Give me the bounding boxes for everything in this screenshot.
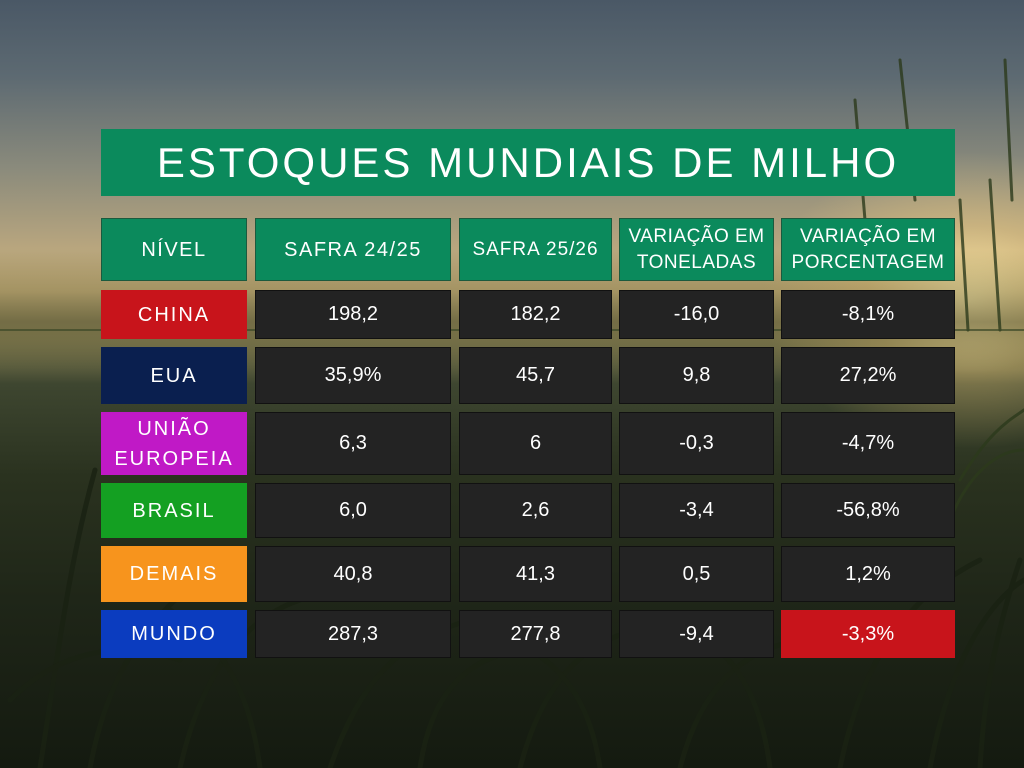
table-cell-safra-24-25: 40,8 (255, 546, 451, 602)
row-level-label-line: EUROPEIA (114, 447, 234, 470)
table-cell-var-ton: -0,3 (619, 412, 774, 475)
table-cell-var-ton: -3,4 (619, 483, 774, 538)
table-cell-var-ton: 0,5 (619, 546, 774, 602)
table-cell-var-pct: -8,1% (781, 290, 955, 339)
table-cell-var-pct: -56,8% (781, 483, 955, 538)
row-level-label: DEMAIS (101, 546, 247, 602)
table-cell-safra-24-25: 6,0 (255, 483, 451, 538)
column-header-line: TONELADAS (636, 251, 757, 273)
row-level-label-line: CHINA (137, 303, 211, 326)
row-level-label-line: DEMAIS (129, 563, 219, 585)
row-level-label-line: UNIÃO (137, 417, 211, 440)
column-header-variacao-toneladas: VARIAÇÃO EM TONELADAS (619, 218, 774, 281)
table-cell-safra-24-25: 35,9% (255, 347, 451, 404)
row-level-label-line: EUA (150, 364, 198, 387)
column-header-safra-24-25: SAFRA 24/25 (255, 218, 451, 281)
table-cell-safra-25-26: 182,2 (459, 290, 612, 339)
table-cell-safra-24-25: 198,2 (255, 290, 451, 339)
table-cell-var-pct: -4,7% (781, 412, 955, 475)
table-cell-safra-25-26: 6 (459, 412, 612, 475)
column-header-line: VARIAÇÃO EM (799, 225, 937, 247)
row-level-label: BRASIL (101, 483, 247, 538)
page-title: ESTOQUES MUNDIAIS DE MILHO (101, 129, 955, 196)
column-header-nivel: NÍVEL (101, 218, 247, 281)
column-header-line: VARIAÇÃO EM (628, 225, 765, 247)
table-cell-var-pct: 27,2% (781, 347, 955, 404)
table-cell-var-ton: -9,4 (619, 610, 774, 658)
table-cell-safra-25-26: 277,8 (459, 610, 612, 658)
row-level-label-line: BRASIL (132, 499, 216, 522)
row-level-label: CHINA (101, 290, 247, 339)
row-level-label: MUNDO (101, 610, 247, 658)
table-cell-var-pct: 1,2% (781, 546, 955, 602)
row-level-label: EUA (101, 347, 247, 404)
table-cell-safra-25-26: 2,6 (459, 483, 612, 538)
column-header-variacao-porcentagem: VARIAÇÃO EM PORCENTAGEM (781, 218, 955, 281)
table-cell-safra-24-25: 6,3 (255, 412, 451, 475)
table-cell-var-ton: 9,8 (619, 347, 774, 404)
table-cell-var-ton: -16,0 (619, 290, 774, 339)
column-header-line: PORCENTAGEM (791, 251, 945, 273)
table-cell-safra-25-26: 41,3 (459, 546, 612, 602)
column-header-safra-25-26: SAFRA 25/26 (459, 218, 612, 281)
row-level-label: UNIÃO EUROPEIA (101, 412, 247, 475)
table-cell-var-pct: -3,3% (781, 610, 955, 658)
row-level-label-line: MUNDO (131, 623, 217, 645)
table-cell-safra-24-25: 287,3 (255, 610, 451, 658)
table-cell-safra-25-26: 45,7 (459, 347, 612, 404)
